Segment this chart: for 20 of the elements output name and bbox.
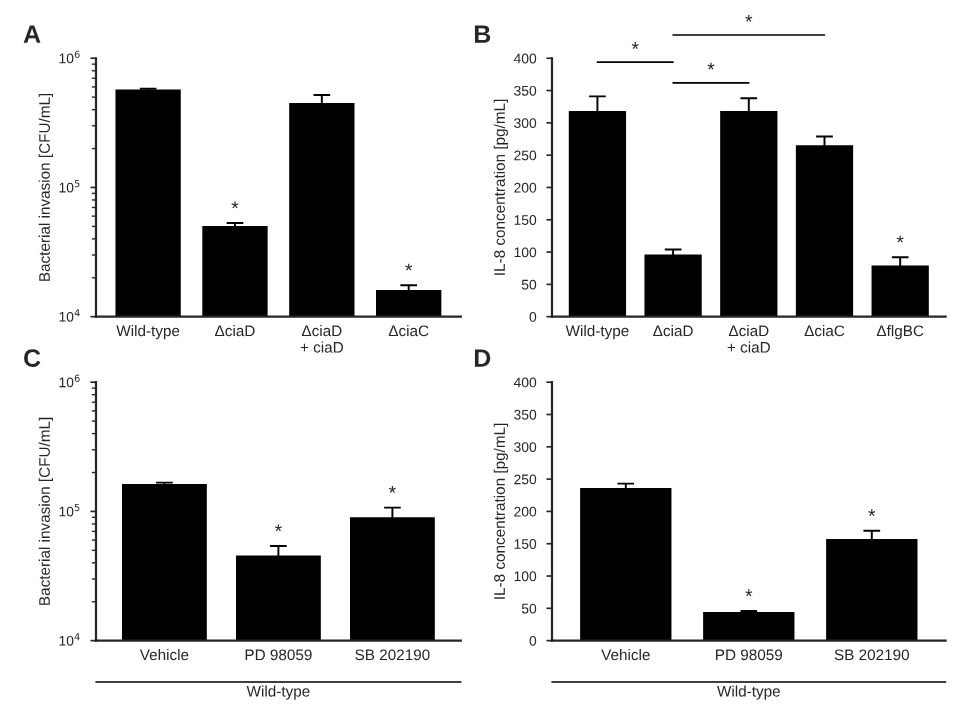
bar: [871, 265, 929, 317]
text: *: [631, 42, 639, 49]
annotation: *: [274, 524, 282, 532]
bar: [795, 145, 854, 317]
annotation: *: [707, 62, 715, 70]
annotation: *: [896, 235, 904, 243]
bar: [703, 612, 795, 641]
annotation: *: [231, 201, 239, 209]
annotation: *: [868, 509, 876, 517]
chart-title: C: [24, 349, 41, 367]
text: *: [745, 14, 753, 22]
annotation: *: [388, 486, 396, 493]
annotation: *: [405, 263, 413, 271]
annotation: *: [745, 589, 753, 597]
chart-title: B: [474, 25, 491, 43]
chart-title: A: [23, 25, 41, 43]
chart-title: D: [474, 349, 491, 367]
bar: [826, 539, 918, 641]
bar: [644, 254, 702, 317]
bar: [580, 488, 672, 641]
